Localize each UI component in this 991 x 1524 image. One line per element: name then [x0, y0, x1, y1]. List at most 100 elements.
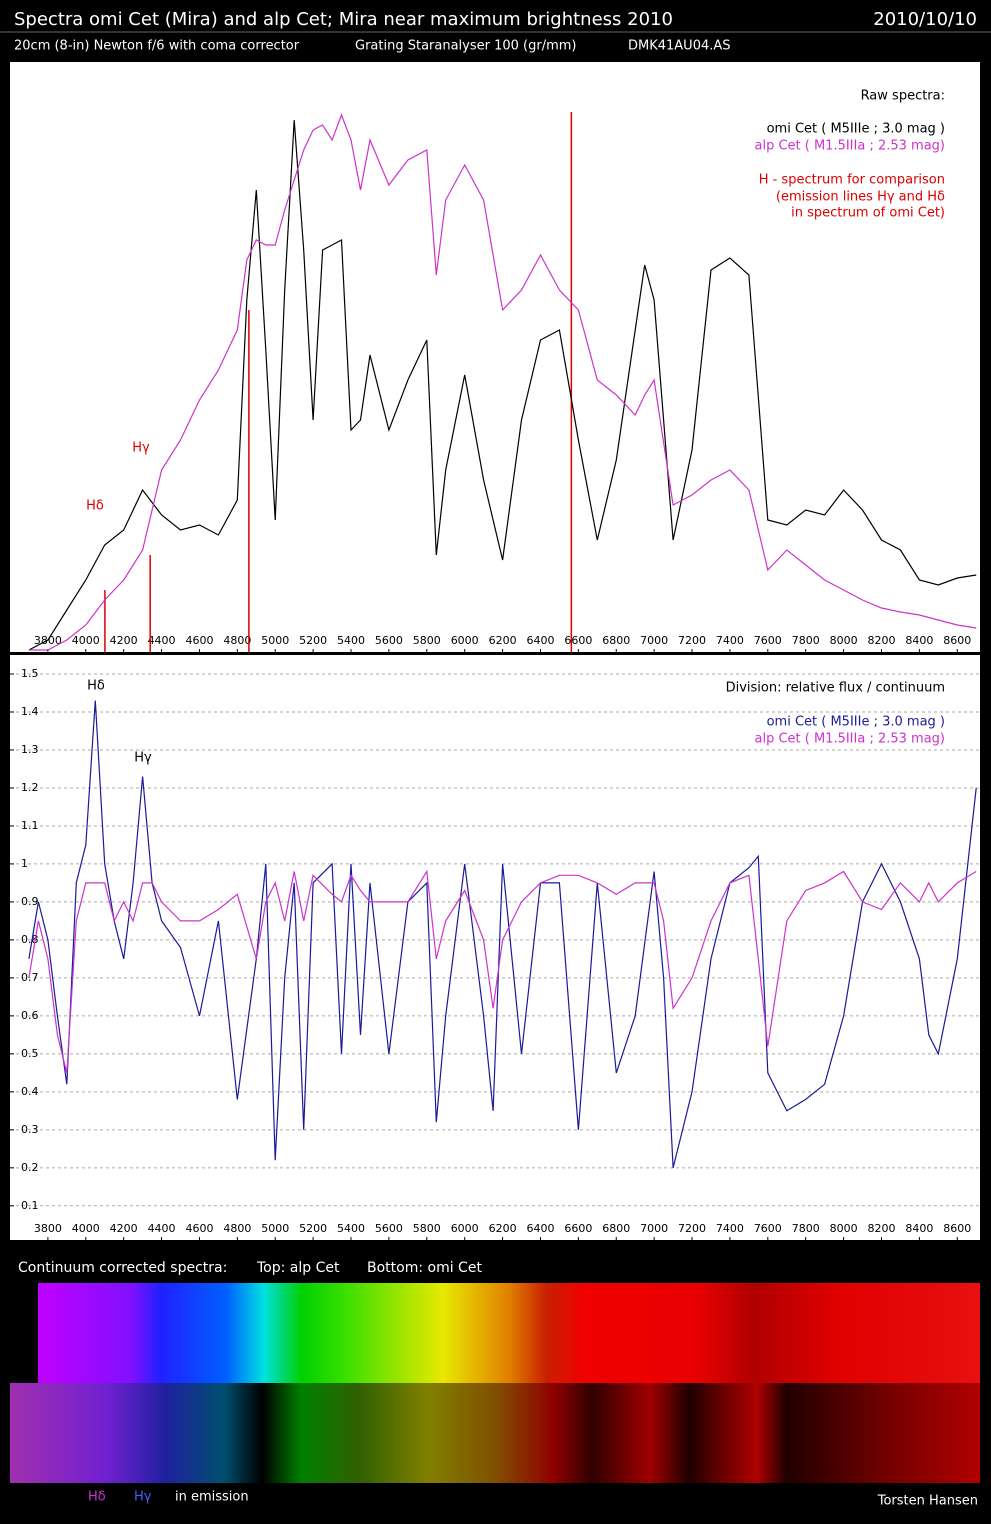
x-tick-label: 7200	[678, 634, 706, 647]
x-tick-label: 6600	[564, 1222, 592, 1235]
x-tick-label: 6200	[489, 634, 517, 647]
strips-top-label: Top: alp Cet	[256, 1260, 340, 1276]
x-tick-label: 6200	[489, 1222, 517, 1235]
x-tick-label: 8000	[830, 1222, 858, 1235]
x-tick-label: 4800	[223, 1222, 251, 1235]
x-tick-label: 7400	[716, 1222, 744, 1235]
grating: Grating Staranalyser 100 (gr/mm)	[355, 39, 577, 54]
spectrum-strip	[10, 1383, 980, 1483]
footer-h-gamma: Hγ	[134, 1490, 152, 1505]
x-tick-label: 7000	[640, 634, 668, 647]
x-tick-label: 5600	[375, 1222, 403, 1235]
series-line	[28, 113, 977, 651]
legend-note: in spectrum of omi Cet)	[791, 206, 945, 221]
series-line	[28, 700, 977, 1168]
series-line	[28, 869, 977, 1074]
x-tick-label: 4400	[148, 634, 176, 647]
legend-entry: omi Cet ( M5IIIe ; 3.0 mag )	[767, 715, 945, 730]
annotation: Hδ	[86, 499, 104, 514]
x-tick-label: 4400	[148, 1222, 176, 1235]
y-tick-label: 1	[21, 857, 28, 870]
x-tick-label: 5800	[413, 634, 441, 647]
x-tick-label: 5000	[261, 634, 289, 647]
x-tick-label: 6000	[451, 1222, 479, 1235]
x-tick-label: 4000	[72, 1222, 100, 1235]
y-tick-label: 0.5	[21, 1047, 39, 1060]
legend-entry: alp Cet ( M1.5IIIa ; 2.53 mag)	[754, 139, 945, 154]
x-tick-label: 8600	[943, 1222, 971, 1235]
y-tick-label: 1.5	[21, 667, 39, 680]
strip-blank	[10, 1283, 38, 1383]
y-tick-label: 0.4	[21, 1085, 39, 1098]
y-tick-label: 0.9	[21, 895, 39, 908]
x-tick-label: 7800	[792, 634, 820, 647]
x-tick-label: 5000	[261, 1222, 289, 1235]
annotation: Hδ	[87, 679, 105, 694]
x-tick-label: 7000	[640, 1222, 668, 1235]
plot-area	[10, 655, 980, 1240]
x-tick-label: 7600	[754, 1222, 782, 1235]
x-tick-label: 6400	[526, 634, 554, 647]
x-tick-label: 6000	[451, 634, 479, 647]
camera: DMK41AU04.AS	[628, 39, 731, 54]
x-tick-label: 5400	[337, 634, 365, 647]
x-tick-label: 7200	[678, 1222, 706, 1235]
y-tick-label: 0.3	[21, 1123, 39, 1136]
x-tick-label: 6800	[602, 1222, 630, 1235]
legend-title: Division: relative flux / continuum	[726, 681, 945, 696]
strips-bottom-label: Bottom: omi Cet	[367, 1260, 482, 1276]
y-tick-label: 1.2	[21, 781, 39, 794]
x-tick-label: 5600	[375, 634, 403, 647]
x-tick-label: 5800	[413, 1222, 441, 1235]
x-tick-label: 4600	[185, 634, 213, 647]
x-tick-label: 8000	[830, 634, 858, 647]
x-tick-label: 8400	[905, 1222, 933, 1235]
x-tick-label: 8200	[867, 1222, 895, 1235]
y-tick-label: 1.4	[21, 705, 39, 718]
footer-h-delta: Hδ	[88, 1490, 106, 1505]
footer-emission: in emission	[175, 1490, 249, 1505]
annotation: Hγ	[134, 751, 152, 766]
x-tick-label: 6800	[602, 634, 630, 647]
x-tick-label: 4200	[110, 634, 138, 647]
x-tick-label: 5200	[299, 634, 327, 647]
legend-entry: H - spectrum for comparison	[759, 173, 945, 188]
x-tick-label: 4800	[223, 634, 251, 647]
title: Spectra omi Cet (Mira) and alp Cet; Mira…	[14, 9, 673, 30]
telescope: 20cm (8-in) Newton f/6 with coma correct…	[14, 39, 300, 54]
legend-entry: alp Cet ( M1.5IIIa ; 2.53 mag)	[754, 732, 945, 747]
y-tick-label: 0.6	[21, 1009, 39, 1022]
y-tick-label: 0.7	[21, 971, 39, 984]
spectrum-strip	[38, 1283, 980, 1383]
strips-title: Continuum corrected spectra:	[18, 1260, 227, 1276]
x-tick-label: 6400	[526, 1222, 554, 1235]
x-tick-label: 8200	[867, 634, 895, 647]
x-tick-label: 5400	[337, 1222, 365, 1235]
x-tick-label: 5200	[299, 1222, 327, 1235]
annotation: Hγ	[132, 441, 150, 456]
y-tick-label: 0.1	[21, 1199, 39, 1212]
x-tick-label: 7400	[716, 634, 744, 647]
x-tick-label: 6600	[564, 634, 592, 647]
x-tick-label: 7600	[754, 634, 782, 647]
author: Torsten Hansen	[877, 1494, 978, 1509]
legend-title: Raw spectra:	[861, 89, 945, 104]
y-tick-label: 0.8	[21, 933, 39, 946]
series-line	[28, 119, 977, 651]
x-tick-label: 3800	[34, 1222, 62, 1235]
y-tick-label: 1.1	[21, 819, 39, 832]
x-tick-label: 4600	[185, 1222, 213, 1235]
x-tick-label: 4200	[110, 1222, 138, 1235]
legend-entry: omi Cet ( M5IIIe ; 3.0 mag )	[767, 122, 945, 137]
legend-note: (emission lines Hγ and Hδ	[776, 190, 945, 205]
x-tick-label: 8400	[905, 634, 933, 647]
date: 2010/10/10	[873, 9, 977, 30]
x-tick-label: 8600	[943, 634, 971, 647]
x-tick-label: 7800	[792, 1222, 820, 1235]
plot-area	[10, 62, 980, 652]
x-tick-label: 4000	[72, 634, 100, 647]
y-tick-label: 0.2	[21, 1161, 39, 1174]
y-tick-label: 1.3	[21, 743, 39, 756]
